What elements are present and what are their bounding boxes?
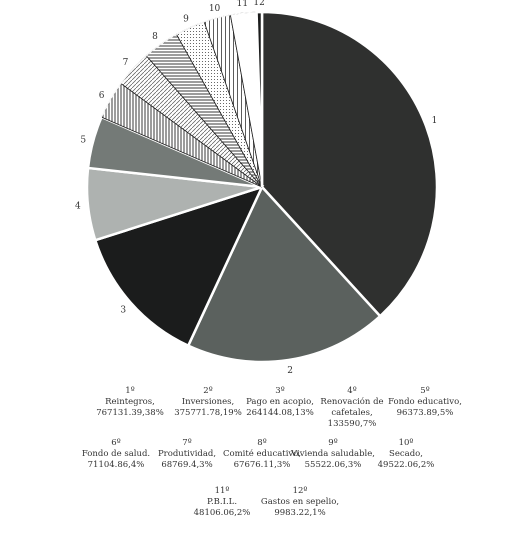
legend-name: Pago en acopio, xyxy=(246,397,314,407)
slice-label: 6 xyxy=(99,91,105,101)
legend-ordinal: 3º xyxy=(275,386,285,396)
legend-name: Gastos en sepelio, xyxy=(260,497,340,507)
legend-name: Fondo educativo, xyxy=(388,397,462,407)
legend-value: 767131.39,38% xyxy=(96,408,164,418)
slice-label: 12 xyxy=(253,0,264,8)
legend-name: P.B.I.L. xyxy=(206,497,238,507)
legend-value: 49522.06,2% xyxy=(377,460,435,470)
legend-name: Secado, xyxy=(389,449,423,459)
legend-item: 11º P.B.I.L. 48106.06,2% xyxy=(172,486,272,519)
slice-label: 1 xyxy=(432,116,438,126)
slice-label: 10 xyxy=(209,4,221,14)
slice-label: 9 xyxy=(183,14,189,24)
legend-value: 9983.22,1% xyxy=(274,508,326,518)
legend-ordinal: 10º xyxy=(398,438,414,448)
slice-label: 11 xyxy=(237,0,248,9)
legend-ordinal: 7º xyxy=(182,438,192,448)
pie-outline xyxy=(86,11,438,363)
legend-ordinal: 9º xyxy=(328,438,338,448)
legend-item: 1º Reintegros, 767131.39,38% xyxy=(80,386,180,419)
legend-item: 6º Fondo de salud. 71104.86,4% xyxy=(66,438,166,471)
legend-name: Renovación de xyxy=(320,397,384,407)
legend-name: Vivienda saludable, xyxy=(291,449,375,459)
legend-value: 67676.11,3% xyxy=(233,460,291,470)
legend-item: 4º Renovación de cafetales, 133590,7% xyxy=(302,386,402,430)
legend-ordinal: 5º xyxy=(420,386,430,396)
legend-item: 2º Inversiones, 375771.78,19% xyxy=(158,386,258,419)
legend-value: 55522.06,3% xyxy=(304,460,362,470)
legend-name: cafetales, xyxy=(331,408,373,418)
legend-ordinal: 1º xyxy=(125,386,135,396)
legend-item: 7º Produtividad, 68769.4,3% xyxy=(137,438,237,471)
legend-value: 48106.06,2% xyxy=(193,508,251,518)
legend-value: 68769.4,3% xyxy=(161,460,213,470)
legend-name: Produtividad, xyxy=(157,449,217,459)
legend-item: 12º Gastos en sepelio, 9983.22,1% xyxy=(250,486,350,519)
legend-name: Inversiones, xyxy=(181,397,235,407)
legend-item: 10º Secado, 49522.06,2% xyxy=(356,438,456,471)
legend-item: 8º Comité educativo, 67676.11,3% xyxy=(212,438,312,471)
legend-ordinal: 2º xyxy=(203,386,213,396)
slice-label: 8 xyxy=(152,32,158,42)
legend-ordinal: 11º xyxy=(214,486,230,496)
slice-label: 4 xyxy=(75,201,81,211)
legend-value: 71104.86,4% xyxy=(87,460,145,470)
slice-label: 3 xyxy=(120,305,126,315)
legend-name: Fondo de salud. xyxy=(81,449,151,459)
legend-ordinal: 8º xyxy=(257,438,267,448)
slice-label: 7 xyxy=(123,58,129,68)
legend-value: 375771.78,19% xyxy=(174,408,242,418)
legend-value: 96373.89,5% xyxy=(396,408,454,418)
legend-name: Reintegros, xyxy=(105,397,155,407)
legend-ordinal: 12º xyxy=(292,486,308,496)
legend-item: 9º Vivienda saludable, 55522.06,3% xyxy=(283,438,383,471)
legend-name: Comité educativo, xyxy=(222,449,302,459)
slice-label: 5 xyxy=(80,135,86,145)
legend-value: 133590,7% xyxy=(327,419,377,429)
slice-label: 2 xyxy=(287,366,293,376)
legend-item: 5º Fondo educativo, 96373.89,5% xyxy=(375,386,475,419)
legend-value: 264144.08,13% xyxy=(246,408,314,418)
legend-item: 3º Pago en acopio, 264144.08,13% xyxy=(230,386,330,419)
legend-ordinal: 6º xyxy=(111,438,121,448)
legend-ordinal: 4º xyxy=(347,386,357,396)
